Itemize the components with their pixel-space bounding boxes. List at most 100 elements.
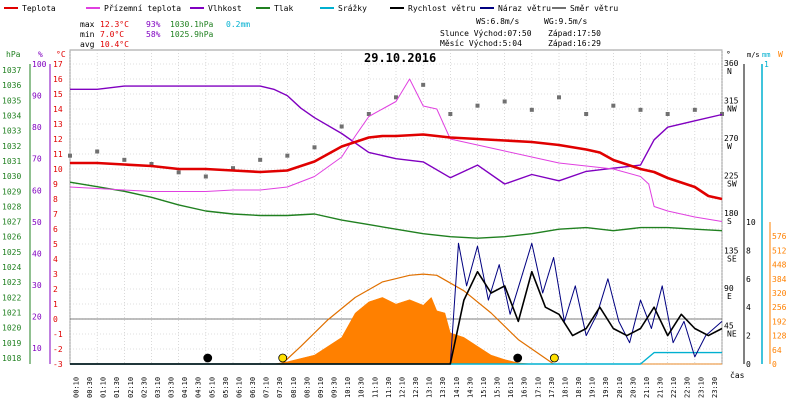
temp-tick-label: 5 (53, 240, 58, 249)
wind-speed-line (70, 270, 723, 365)
time-tick-label: 12:30 (412, 377, 420, 398)
hpa-tick-label: 1029 (2, 187, 21, 196)
wind-tick-label: 10 (746, 218, 756, 227)
wind-direction-point (638, 107, 643, 112)
wind-tick-label: 4 (746, 303, 751, 312)
solar-tick-label: 128 (772, 332, 787, 341)
hpa-tick-label: 1018 (2, 354, 21, 363)
direction-tick-number: 135 (724, 247, 739, 256)
direction-tick-number: 270 (724, 134, 739, 143)
info-moon-set: Západ:16:29 (548, 39, 601, 48)
time-tick-label: 21:10 (643, 377, 651, 398)
wind-direction-point (692, 107, 697, 112)
direction-tick-label: NE (727, 330, 737, 339)
temp-tick-label: -3 (53, 360, 63, 369)
wind-direction-point (366, 112, 371, 116)
pressure-line (69, 181, 723, 239)
wind-direction-point (149, 162, 154, 166)
hpa-tick-label: 1021 (2, 308, 21, 317)
wind-direction-point (312, 145, 317, 150)
wind-direction-point (258, 157, 263, 162)
feels-like-line (69, 78, 723, 222)
time-tick-label: 13:30 (439, 377, 447, 398)
stats-min-temp: 7.0°C (100, 30, 124, 39)
time-tick-label: 18:30 (575, 377, 583, 398)
wind-tick-label: 8 (746, 246, 751, 255)
wind-direction-point (475, 103, 480, 108)
time-tick-label: 07:10 (263, 377, 271, 398)
humidity-line (70, 85, 723, 185)
solar-tick-label: 256 (772, 303, 787, 312)
time-tick-label: 04:10 (181, 377, 189, 398)
direction-tick-label: S (727, 217, 732, 226)
wind-direction-point (665, 112, 670, 116)
time-axis-unit: čas (730, 370, 745, 380)
time-tick-label: 02:10 (127, 377, 135, 398)
hpa-tick-label: 1023 (2, 278, 21, 287)
temp-tick-label: 6 (53, 225, 58, 234)
time-tick-label: 23:30 (711, 377, 719, 398)
legend-label-wind_speed: Rychlost větru (408, 4, 476, 13)
stats-max-humidity: 93% (146, 20, 161, 29)
wind-direction-point (203, 174, 208, 179)
legend-label-precipitation: Srážky (338, 4, 367, 13)
moon-set-marker (513, 353, 523, 363)
wind-direction-point (285, 153, 290, 158)
hpa-tick-label: 1022 (2, 293, 21, 302)
humidity-tick-label: 90 (32, 92, 42, 101)
stats-max-pressure: 1030.1hPa (170, 20, 214, 29)
time-tick-label: 17:10 (534, 377, 542, 398)
time-tick-label: 16:30 (521, 377, 529, 398)
hpa-tick-label: 1036 (2, 81, 21, 90)
sun-curve-line (281, 273, 554, 365)
humidity-tick-label: 10 (32, 344, 42, 353)
time-tick-label: 23:10 (697, 377, 705, 398)
direction-tick-number: 315 (724, 97, 739, 106)
time-axis: 00:10 00:30 01:10 01:30 02:10 02:30 03:10 03:30… (72, 377, 718, 398)
wind-direction-point (394, 95, 398, 100)
time-tick-label: 10:10 (344, 377, 352, 398)
direction-axis-unit: ° (726, 50, 731, 59)
wind-direction-point (529, 107, 534, 112)
time-tick-label: 20:30 (629, 377, 637, 398)
time-tick-label: 21:30 (657, 377, 665, 398)
chart-title: 29.10.2016 (364, 51, 436, 65)
humidity-tick-label: 30 (32, 281, 42, 290)
time-tick-label: 06:10 (235, 377, 243, 398)
direction-tick-number: 225 (724, 172, 739, 181)
time-tick-label: 15:30 (494, 377, 502, 398)
hpa-tick-label: 1026 (2, 233, 21, 242)
left-axes: hPa1018101910201021102210231024102510261… (2, 50, 66, 369)
solar-tick-label: 448 (772, 261, 787, 270)
hpa-tick-label: 1028 (2, 202, 21, 211)
hpa-tick-label: 1032 (2, 142, 21, 151)
info: WS:6.8m/s WG:9.5m/s Slunce Východ:07:50 Záp… (440, 17, 601, 48)
wind-direction-points (68, 82, 724, 179)
temp-axis-unit: °C (56, 50, 66, 59)
direction-tick-label: SW (727, 180, 737, 189)
temp-tick-label: 11 (53, 150, 63, 159)
time-tick-label: 17:30 (548, 377, 556, 398)
solar-axis-unit: W (778, 50, 783, 59)
temp-tick-label: 8 (53, 195, 58, 204)
humidity-tick-label: 70 (32, 155, 42, 164)
stats-max-temp: 12.3°C (100, 20, 129, 29)
wind-axis-unit: m/s (747, 51, 760, 59)
info-sun-rise: Slunce Východ:07:50 (440, 29, 532, 38)
wind-direction-point (95, 149, 100, 154)
hpa-tick-label: 1035 (2, 96, 21, 105)
humidity-tick-label: 50 (32, 218, 42, 227)
time-tick-label: 08:10 (290, 377, 298, 398)
legend-label-humidity: Vlhkost (208, 4, 242, 13)
grid (69, 50, 723, 365)
temp-tick-label: 4 (53, 255, 58, 264)
time-tick-label: 00:10 (72, 377, 80, 398)
time-tick-label: 01:10 (100, 377, 108, 398)
direction-tick-number: 45 (724, 322, 734, 331)
rain-tick-label: 1 (764, 60, 769, 69)
temp-tick-label: 16 (53, 75, 63, 84)
direction-tick-label: NW (727, 105, 737, 114)
wind-direction-point (176, 170, 181, 175)
wind-direction-point (611, 103, 616, 108)
solar-tick-label: 576 (772, 232, 787, 241)
